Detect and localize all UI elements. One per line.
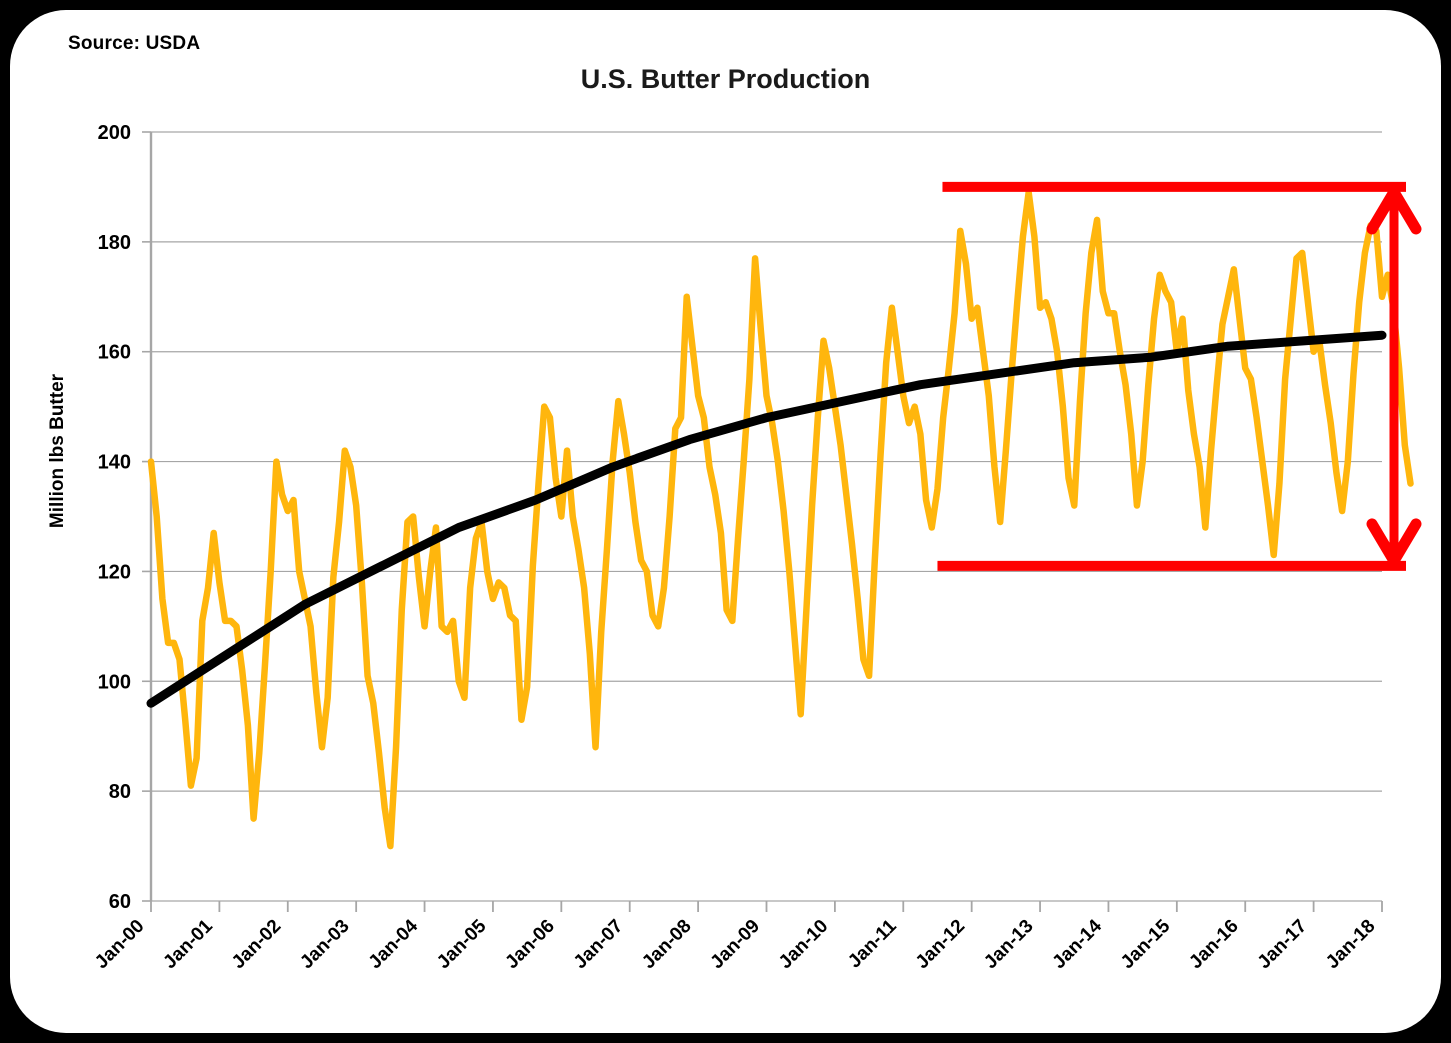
y-tick-label: 80 bbox=[109, 781, 131, 803]
x-tick-label: Jan-17 bbox=[1254, 916, 1311, 973]
trendline bbox=[146, 330, 1387, 708]
chart-title: U.S. Butter Production bbox=[580, 64, 871, 94]
x-tick-label: Jan-06 bbox=[501, 916, 558, 973]
y-tick-label: 180 bbox=[98, 232, 131, 254]
range-arrow-head-up bbox=[1366, 186, 1422, 235]
chart-plot: 60 80 100 120 140 160 180 200 Jan-00 Jan-01 Jan-02… bbox=[91, 122, 1422, 973]
x-tick-label: Jan-08 bbox=[638, 916, 695, 973]
y-tick-label: 160 bbox=[98, 342, 131, 364]
x-tick-label: Jan-14 bbox=[1049, 915, 1107, 973]
x-tick-label: Jan-03 bbox=[296, 916, 353, 973]
x-tick-label: Jan-07 bbox=[570, 916, 627, 973]
x-tick-label: Jan-10 bbox=[775, 916, 832, 973]
x-tick-label: Jan-09 bbox=[707, 916, 764, 973]
y-tick-label: 140 bbox=[98, 452, 131, 474]
x-tick-label: Jan-13 bbox=[980, 916, 1037, 973]
x-tick-label: Jan-00 bbox=[91, 916, 148, 973]
x-tick-label: Jan-02 bbox=[228, 916, 285, 973]
source-label: Source: USDA bbox=[68, 33, 201, 54]
x-tick-label: Jan-11 bbox=[844, 915, 901, 972]
y-tick-label: 120 bbox=[98, 561, 131, 583]
y-tick-label: 200 bbox=[98, 122, 131, 144]
chart-panel: Source: USDA U.S. Butter Production Mill… bbox=[10, 10, 1441, 1033]
x-tick-label: Jan-04 bbox=[365, 915, 423, 973]
x-tick-label: Jan-01 bbox=[160, 915, 218, 973]
x-tick-label: Jan-12 bbox=[912, 916, 969, 973]
range-arrow-head-down bbox=[1366, 518, 1422, 567]
x-tick-label: Jan-18 bbox=[1322, 916, 1379, 973]
y-tick-label: 100 bbox=[98, 671, 131, 693]
x-tick-label: Jan-05 bbox=[433, 915, 491, 973]
x-tick-label: Jan-16 bbox=[1185, 916, 1242, 973]
data-series-line bbox=[147, 189, 1414, 850]
y-tick-label: 60 bbox=[109, 891, 131, 913]
x-tick-label: Jan-15 bbox=[1117, 915, 1175, 973]
